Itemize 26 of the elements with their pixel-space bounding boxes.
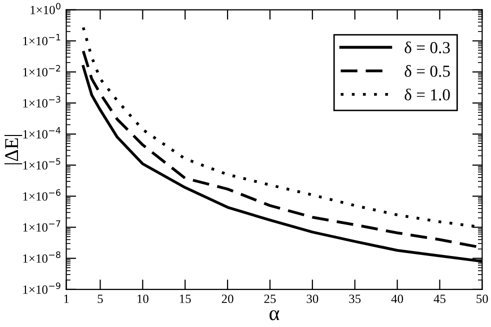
y-tick-label: 1×10$^{−2}$: [23, 64, 60, 76]
y-axis-title: |ΔE|: [4, 134, 22, 164]
x-tick-label: 15: [180, 294, 191, 304]
y-tick-label: 1×10$^{−6}$: [23, 189, 60, 201]
x-tick-label: 45: [434, 294, 446, 304]
x-tick-label: 50: [476, 294, 488, 304]
x-tick-label: 25: [264, 294, 276, 304]
y-tick-label: 1×10$^{−5}$: [23, 158, 60, 170]
y-tick-label: 1×10$^{−4}$: [23, 127, 60, 138]
x-tick-label: 40: [391, 294, 404, 304]
legend-label: δ = 0.5: [404, 65, 450, 77]
x-tick-label: 10: [138, 294, 148, 304]
y-tick-label: 1×10$^{−8}$: [23, 251, 60, 263]
x-tick-label: 1: [64, 294, 69, 303]
legend-label: δ = 1.0: [404, 88, 450, 100]
x-tick-label: 5: [98, 294, 103, 304]
x-axis-title: α: [270, 310, 280, 320]
y-tick-label: 1×10$^{−7}$: [23, 220, 60, 232]
y-tick-label: 1×10$^{−1}$: [23, 34, 60, 46]
x-tick-label: 35: [349, 294, 361, 304]
x-tick-label: 20: [222, 294, 234, 304]
y-tick-label: 1×10$^{−3}$: [23, 96, 60, 108]
y-tick-label: 1×10$^{0}$: [30, 2, 60, 14]
legend-label: δ = 0.3: [404, 41, 450, 54]
x-tick-label: 30: [306, 294, 318, 304]
y-tick-label: 1×10$^{−9}$: [23, 282, 60, 294]
